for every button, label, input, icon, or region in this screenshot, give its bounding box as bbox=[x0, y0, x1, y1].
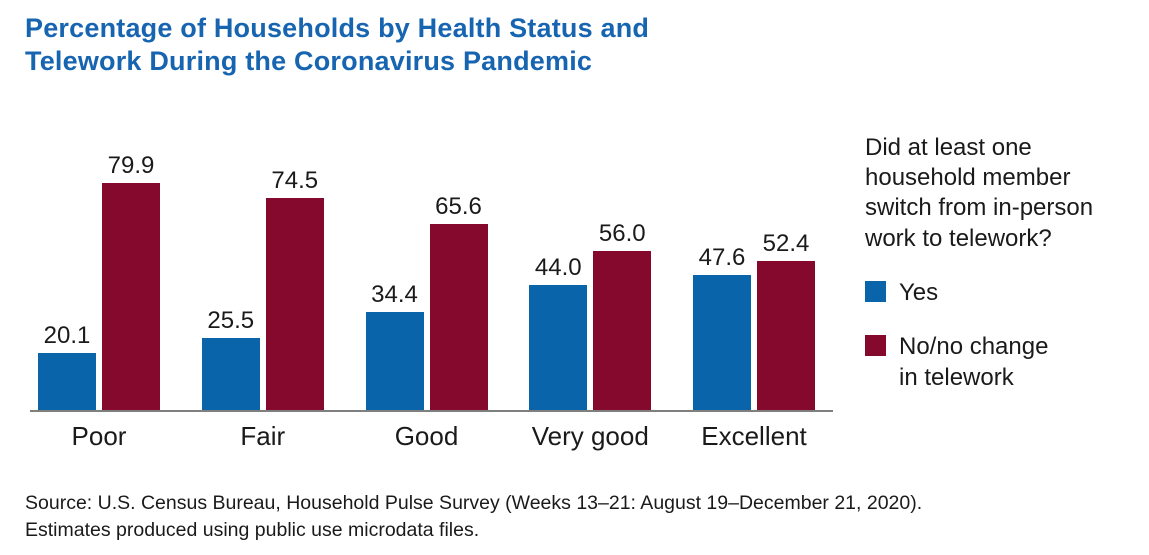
bar-value-label: 34.4 bbox=[371, 281, 418, 308]
bar-groups: 20.1 79.9 Poor 25.5 74.5 Fair 34.4 65.6 Good 44.0… bbox=[30, 151, 833, 452]
bar-value-label: 25.5 bbox=[207, 307, 255, 334]
legend-swatch-no bbox=[865, 335, 886, 357]
bar-no bbox=[265, 198, 324, 410]
bars-row: 20.1 79.9 bbox=[38, 151, 160, 410]
bar-slot: 79.9 bbox=[102, 154, 160, 410]
chart-title-line-2: Telework During the Coronavirus Pandemic bbox=[25, 45, 593, 76]
category-label: Excellent bbox=[701, 421, 807, 451]
chart-title-line-1: Percentage of Households by Health Statu… bbox=[25, 13, 650, 43]
bar-slot: 65.6 bbox=[429, 193, 488, 410]
bar-value-label: 56.0 bbox=[598, 220, 646, 247]
legend-swatch-yes bbox=[865, 280, 886, 302]
legend: Did at least one household member switch… bbox=[865, 133, 1147, 393]
bar-chart: 20.1 79.9 Poor 25.5 74.5 Fair 34.4 65.6 Good 44.0… bbox=[30, 151, 833, 452]
bars-row: 25.5 74.5 bbox=[201, 151, 324, 410]
bar-slot: 44.0 bbox=[529, 254, 588, 410]
bar-group-fair: 25.5 74.5 Fair bbox=[201, 151, 324, 452]
bars-row: 44.0 56.0 bbox=[529, 151, 652, 410]
bar-value-label: 65.6 bbox=[435, 193, 482, 220]
bar-group-excellent: 47.6 52.4 Excellent bbox=[693, 151, 815, 452]
bar-value-label: 52.4 bbox=[762, 230, 810, 257]
bar-value-label: 47.6 bbox=[698, 244, 746, 271]
bar-value-label: 74.5 bbox=[271, 167, 319, 194]
category-label: Fair bbox=[240, 421, 286, 451]
category-label: Good bbox=[394, 421, 459, 451]
bar-no bbox=[102, 183, 160, 410]
bars-row: 47.6 52.4 bbox=[693, 151, 815, 410]
bar-yes bbox=[693, 275, 751, 410]
bar-no bbox=[429, 224, 488, 410]
bar-yes bbox=[365, 312, 424, 410]
bar-no bbox=[757, 261, 815, 410]
bar-group-very-good: 44.0 56.0 Very good bbox=[529, 151, 652, 452]
category-label: Very good bbox=[531, 421, 649, 451]
legend-label-yes: Yes bbox=[899, 278, 939, 306]
category-label: Poor bbox=[71, 421, 127, 451]
bar-yes bbox=[38, 353, 96, 410]
bars-row: 34.4 65.6 bbox=[365, 151, 488, 410]
bar-value-label: 20.1 bbox=[43, 322, 91, 349]
bar-value-label: 79.9 bbox=[107, 152, 155, 179]
bar-slot: 52.4 bbox=[757, 232, 815, 410]
legend-item-yes: Yes bbox=[865, 278, 1147, 308]
x-axis-line bbox=[30, 410, 833, 412]
bar-slot: 34.4 bbox=[365, 281, 424, 410]
bar-slot: 47.6 bbox=[693, 246, 751, 410]
source-line-2: Estimates produced using public use micr… bbox=[25, 519, 480, 542]
bar-group-poor: 20.1 79.9 Poor bbox=[38, 151, 160, 452]
legend-label-no: No/no change in telework bbox=[899, 333, 1049, 391]
chart-title: Percentage of Households by Health Statu… bbox=[25, 12, 785, 78]
bar-slot: 74.5 bbox=[265, 167, 324, 410]
bar-slot: 56.0 bbox=[593, 220, 652, 410]
legend-item-no: No/no change in telework bbox=[865, 332, 1147, 393]
bar-slot: 20.1 bbox=[38, 324, 96, 410]
bar-value-label: 44.0 bbox=[534, 254, 582, 281]
bar-yes bbox=[529, 285, 588, 410]
bar-yes bbox=[201, 338, 260, 410]
bar-no bbox=[593, 251, 652, 410]
source-line-1: Source: U.S. Census Bureau, Household Pu… bbox=[25, 492, 923, 514]
bar-group-good: 34.4 65.6 Good bbox=[365, 151, 488, 452]
source-note: Source: U.S. Census Bureau, Household Pu… bbox=[25, 490, 922, 545]
legend-question: Did at least one household member switch… bbox=[865, 134, 1094, 252]
bar-slot: 25.5 bbox=[201, 307, 260, 410]
